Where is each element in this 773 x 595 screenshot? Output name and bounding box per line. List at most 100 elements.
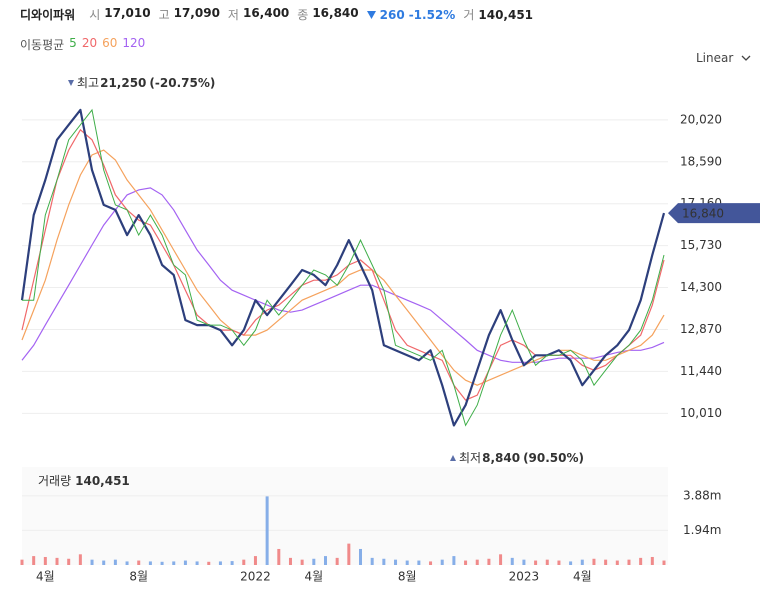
quote-value: 17,010 [104, 6, 151, 20]
volume-bar [113, 559, 117, 565]
volume-bar [417, 560, 421, 565]
last-price-tag [668, 203, 760, 224]
volume-bar [230, 561, 234, 565]
quote-label: 고 [158, 8, 170, 22]
volume-bar [394, 559, 398, 565]
volume-bar [55, 557, 59, 565]
volume-bar [90, 559, 94, 565]
price-line [20, 108, 666, 427]
volume-bar [20, 559, 24, 565]
ma-legend-item: 60 [102, 36, 118, 50]
y-tick-label: 12,870 [680, 322, 722, 336]
volume-bar [312, 558, 316, 565]
volume-bar [67, 558, 71, 565]
volume-bar [534, 560, 538, 565]
volume-bar [218, 561, 222, 565]
volume-bar [522, 559, 526, 565]
volume-bar [510, 557, 514, 565]
volume-bar [592, 558, 596, 565]
volume-bar [242, 559, 246, 565]
x-tick-label: 4월 [304, 570, 323, 584]
annotation-value: 8,840 [482, 451, 520, 465]
change-pct: -1.52% [408, 7, 456, 22]
quote-label: 시 [89, 8, 101, 22]
volume-bar [662, 560, 666, 565]
volume-bar [78, 554, 82, 565]
quote-value: 17,090 [173, 6, 220, 20]
volume-bar [475, 559, 479, 565]
volume-tick-label: 3.88m [683, 488, 721, 502]
annotation-text: 최고 [77, 76, 99, 90]
volume-bar [300, 559, 304, 565]
volume-bar [499, 554, 503, 565]
annotation-value: 21,250 [100, 76, 146, 90]
volume-bar [405, 560, 409, 565]
volume-bar [253, 556, 257, 565]
volume-bar [382, 558, 386, 565]
ma-line [21, 128, 665, 401]
x-tick-label: 2023 [509, 570, 540, 584]
volume-bar [370, 557, 374, 565]
annotation: 최고21,250 (-20.75%) [77, 76, 215, 90]
volume-bar [464, 560, 468, 565]
ma-legend-item: 5 [69, 36, 77, 50]
volume-bar [335, 557, 339, 565]
y-tick-label: 14,300 [680, 280, 722, 294]
y-tick-label: 11,440 [680, 364, 722, 378]
volume-bar [440, 559, 444, 565]
volume-bar [137, 560, 141, 565]
annotation-arrow [450, 455, 456, 461]
down-arrow [366, 10, 376, 19]
volume-title: 거래량 140,451 [38, 474, 130, 488]
stock-name: 디와이파워 [20, 8, 76, 22]
annotation-arrow [68, 80, 74, 86]
volume-bar [650, 556, 654, 565]
volume-bar [557, 560, 561, 565]
ma-legend-item: 120 [122, 36, 146, 50]
ma-legend-item: 20 [81, 36, 98, 50]
volume-bar [604, 559, 608, 565]
volume-panel [22, 467, 668, 565]
y-tick-label: 15,730 [680, 238, 722, 252]
volume-bar [172, 561, 176, 565]
volume-bar [569, 561, 573, 565]
quote-value: 16,400 [242, 6, 290, 20]
quote-list: 시 17,010 고 17,090 저 16,400 종 16,840 [85, 6, 358, 23]
volume-bar [183, 560, 187, 565]
ma-line [21, 187, 665, 363]
last-price-label: 16,840 [682, 207, 724, 221]
x-tick-label: 8월 [398, 570, 417, 584]
annotation-pct: (-20.75%) [149, 76, 215, 90]
y-tick-label: 18,590 [680, 154, 722, 168]
annotation: 최저8,840 (90.50%) [459, 451, 584, 465]
ma-legend: 이동평균 5 20 60 120 [20, 36, 145, 53]
ma-title: 이동평균 [20, 38, 65, 52]
volume-bar [207, 561, 211, 565]
volume-bar [347, 543, 351, 565]
x-tick-label: 8월 [129, 570, 148, 584]
volume-bar [102, 560, 106, 565]
annotation-pct: (90.50%) [523, 451, 584, 465]
change: 260 [379, 7, 405, 22]
x-tick-label: 2022 [240, 570, 271, 584]
quote-value: 16,840 [312, 6, 359, 20]
quote-label: 저 [227, 8, 239, 22]
volume-bar [323, 556, 327, 565]
ma-line [21, 149, 665, 386]
x-tick-label: 4월 [36, 570, 55, 584]
volume-tick-label: 1.94m [683, 523, 721, 537]
volume-bar [277, 548, 281, 565]
annotation-text: 최저 [459, 451, 481, 465]
volume-bar [627, 559, 631, 565]
volume-bar [429, 561, 433, 565]
x-tick-label: 4월 [573, 570, 592, 584]
quote-label: 종 [297, 8, 309, 22]
chevron [741, 55, 751, 61]
scale-dropdown[interactable]: Linear [696, 51, 751, 65]
quote-header: 디와이파워 시 17,010 고 17,090 저 16,400 종 16,840 260 -… [20, 6, 533, 23]
volume-bar [125, 561, 129, 565]
volume-bar [160, 561, 164, 565]
